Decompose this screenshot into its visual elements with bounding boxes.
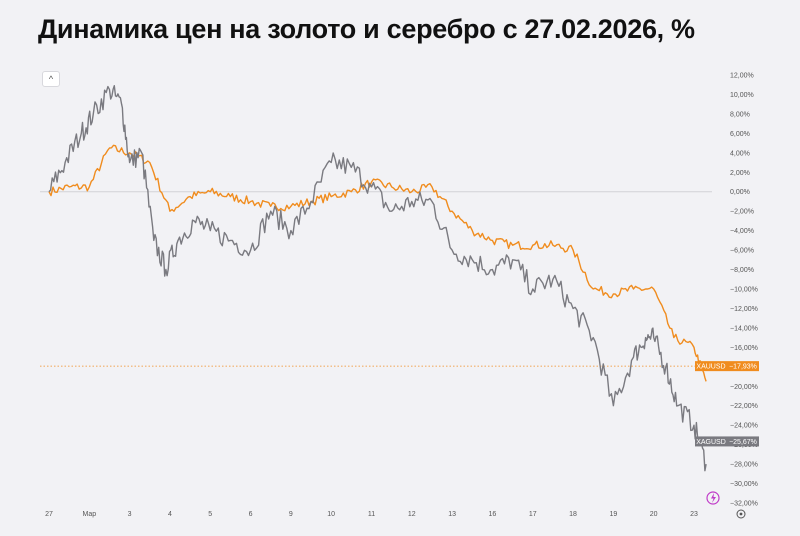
y-tick-label: 8,00% bbox=[730, 111, 750, 118]
series-value-label: −17,93% bbox=[729, 364, 757, 371]
x-tick-label: 6 bbox=[249, 511, 253, 518]
x-tick-label: 23 bbox=[690, 511, 698, 518]
x-tick-label: 16 bbox=[489, 511, 497, 518]
x-tick-label: 10 bbox=[327, 511, 335, 518]
x-axis: 27 Мар 3 4 5 6 9 10 11 12 13 16 17 18 19 20 23 bbox=[45, 511, 698, 518]
series-value-label: −25,67% bbox=[729, 439, 757, 446]
y-tick-label: −30,00% bbox=[730, 481, 758, 488]
y-tick-label: −10,00% bbox=[730, 287, 758, 294]
y-tick-label: −20,00% bbox=[730, 384, 758, 391]
y-tick-label: 6,00% bbox=[730, 131, 750, 138]
series-name-label: XAUUSD bbox=[696, 364, 725, 371]
y-tick-label: 4,00% bbox=[730, 150, 750, 157]
y-tick-label: −24,00% bbox=[730, 423, 758, 430]
x-tick-label: 19 bbox=[609, 511, 617, 518]
y-tick-label: −22,00% bbox=[730, 403, 758, 410]
series-value-badge bbox=[727, 436, 759, 447]
collapse-button[interactable]: ^ bbox=[42, 71, 60, 87]
x-tick-label: 11 bbox=[368, 511, 375, 518]
last-value-badges: XAUUSD −17,93% XAGUSD −25,67% bbox=[695, 361, 759, 447]
x-tick-label: 9 bbox=[289, 511, 293, 518]
series-group bbox=[48, 85, 707, 472]
series-line-xauusd bbox=[48, 144, 707, 382]
series-name-label: XAGUSD bbox=[696, 439, 726, 446]
x-tick-label: 27 bbox=[45, 511, 53, 518]
x-tick-label: 12 bbox=[408, 511, 416, 518]
x-tick-label: 13 bbox=[448, 511, 456, 518]
y-tick-label: 0,00% bbox=[730, 189, 750, 196]
settings-icon[interactable] bbox=[736, 509, 746, 519]
y-tick-label: −12,00% bbox=[730, 306, 758, 313]
y-tick-label: 10,00% bbox=[730, 92, 754, 99]
series-name-badge bbox=[695, 436, 727, 447]
x-tick-label: 18 bbox=[569, 511, 577, 518]
y-tick-label: −14,00% bbox=[730, 325, 758, 332]
y-tick-label: −8,00% bbox=[730, 267, 754, 274]
series-name-badge bbox=[695, 361, 727, 372]
y-tick-label: −28,00% bbox=[730, 462, 758, 469]
x-tick-label: 3 bbox=[128, 511, 132, 518]
y-tick-label: −4,00% bbox=[730, 228, 754, 235]
x-tick-label: 4 bbox=[168, 511, 172, 518]
lightning-icon[interactable] bbox=[706, 491, 720, 505]
chart-title: Динамика цен на золото и серебро с 27.02… bbox=[38, 14, 695, 44]
x-tick-label: 5 bbox=[208, 511, 212, 518]
series-line-xagusd bbox=[48, 85, 707, 472]
x-tick-label: Мар bbox=[82, 511, 96, 518]
y-tick-label: 2,00% bbox=[730, 170, 750, 177]
y-tick-label: −16,00% bbox=[730, 345, 758, 352]
x-tick-label: 17 bbox=[529, 511, 537, 518]
y-tick-label: −6,00% bbox=[730, 248, 754, 255]
y-tick-label: 12,00% bbox=[730, 73, 754, 80]
x-tick-label: 20 bbox=[650, 511, 658, 518]
y-tick-label: −32,00% bbox=[730, 501, 758, 508]
series-value-badge bbox=[727, 361, 759, 372]
y-tick-label: −2,00% bbox=[730, 209, 754, 216]
